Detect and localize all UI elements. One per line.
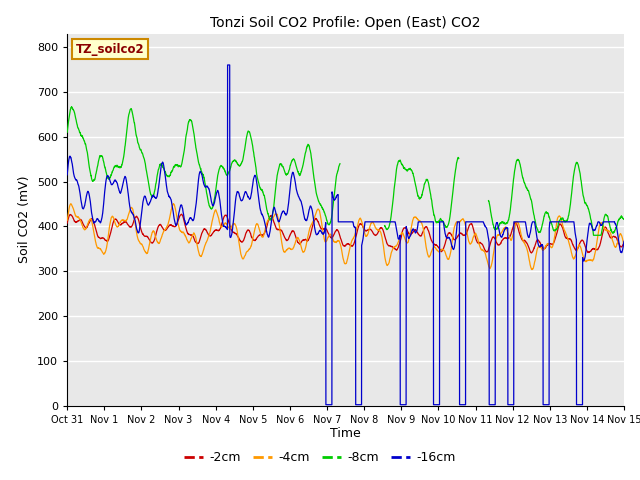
- X-axis label: Time: Time: [330, 427, 361, 441]
- Text: TZ_soilco2: TZ_soilco2: [76, 43, 144, 56]
- Legend: -2cm, -4cm, -8cm, -16cm: -2cm, -4cm, -8cm, -16cm: [179, 446, 461, 469]
- Title: Tonzi Soil CO2 Profile: Open (East) CO2: Tonzi Soil CO2 Profile: Open (East) CO2: [211, 16, 481, 30]
- Y-axis label: Soil CO2 (mV): Soil CO2 (mV): [19, 176, 31, 264]
